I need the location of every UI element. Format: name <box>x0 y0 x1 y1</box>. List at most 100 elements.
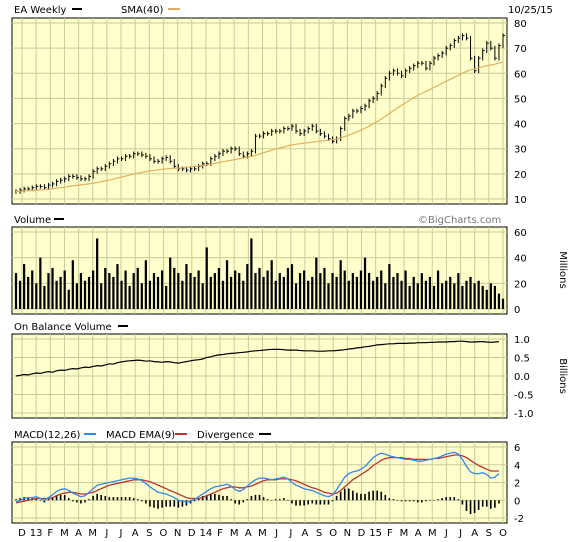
volume-unit-label: Millions <box>557 251 568 288</box>
volume-bar <box>315 257 318 309</box>
y-tick-label: 40 <box>514 254 527 265</box>
macd-line <box>15 451 500 503</box>
volume-bar <box>112 276 115 309</box>
volume-bar <box>254 273 257 309</box>
volume-bar <box>453 283 456 309</box>
volume-bar <box>278 273 281 309</box>
divergence-bar <box>421 500 423 503</box>
volume-bar <box>221 280 225 309</box>
divergence-bar <box>27 497 29 501</box>
divergence-bar <box>485 500 488 507</box>
divergence-bar <box>51 497 54 501</box>
volume-bar <box>18 280 22 309</box>
volume-bar <box>355 276 359 309</box>
y-tick-label: 6 <box>514 443 520 454</box>
y-tick-label: 10 <box>514 195 527 206</box>
x-tick-label: A <box>132 528 139 539</box>
ticker-legend-swatch <box>72 8 82 10</box>
volume-bar <box>165 285 168 309</box>
volume-bar <box>286 267 290 309</box>
volume-bar <box>39 257 42 309</box>
x-tick-label: A <box>471 528 478 539</box>
volume-bar <box>270 260 273 309</box>
volume-bar <box>152 273 156 309</box>
volume-bar <box>461 285 464 309</box>
price-legend: EA Weekly SMA(40) 10/25/15 <box>14 5 553 16</box>
divergence-bar <box>47 499 50 501</box>
volume-bar <box>432 285 436 309</box>
volume-bar <box>205 247 208 309</box>
macd-y-ticks: -2 0 2 4 6 <box>514 443 524 525</box>
x-tick-label: J <box>288 528 292 539</box>
divergence-bar <box>469 500 472 515</box>
volume-bar <box>274 280 277 309</box>
divergence-bar <box>404 500 407 502</box>
divergence-bar <box>461 500 464 505</box>
volume-bar <box>388 264 391 309</box>
macd-label: MACD(12,26) <box>14 430 81 441</box>
divergence-bar <box>416 500 419 503</box>
divergence-bar <box>197 498 200 501</box>
volume-bar <box>238 273 241 309</box>
y-tick-label: 30 <box>514 145 527 156</box>
divergence-bar <box>368 491 370 501</box>
volume-bar <box>229 276 233 309</box>
x-tick-label: S <box>146 528 152 539</box>
volume-bars <box>14 238 505 309</box>
volume-bar <box>100 283 103 309</box>
x-tick-label: A <box>245 528 252 539</box>
divergence-bar <box>323 500 326 505</box>
divergence-bar <box>481 500 484 507</box>
volume-bar <box>75 283 78 309</box>
volume-bar <box>436 270 440 309</box>
divergence-bar <box>96 493 98 501</box>
y-tick-label: 80 <box>514 19 527 30</box>
divergence-bar <box>453 497 456 501</box>
divergence-bar <box>35 498 38 501</box>
divergence-bar <box>100 494 103 501</box>
volume-bar <box>311 276 314 309</box>
x-tick-label: A <box>302 528 309 539</box>
divergence-bar <box>55 494 58 501</box>
volume-bar <box>59 276 62 309</box>
divergence-bar <box>376 490 378 501</box>
y-tick-label: 20 <box>514 279 527 290</box>
volume-bar <box>262 276 265 309</box>
volume-bar <box>416 283 419 309</box>
volume-bar <box>489 283 492 309</box>
volume-bar <box>189 273 192 309</box>
volume-bar <box>31 270 34 309</box>
obv-y-ticks: -1.0 -0.5 0.0 0.5 1.0 <box>514 335 534 420</box>
macd-ema-line <box>15 454 499 504</box>
volume-bar <box>124 270 127 309</box>
volume-bar <box>169 257 172 309</box>
volume-bar <box>23 264 26 309</box>
divergence-bar <box>384 494 387 501</box>
y-tick-label: 60 <box>514 228 527 239</box>
volume-bar <box>250 238 253 309</box>
volume-bar <box>323 267 326 309</box>
volume-bar <box>156 276 160 309</box>
divergence-label: Divergence <box>197 430 254 441</box>
divergence-bar <box>412 500 415 502</box>
divergence-bar <box>39 500 42 501</box>
divergence-bar <box>445 497 447 501</box>
divergence-bar <box>141 500 143 502</box>
volume-bar <box>392 276 395 309</box>
x-tick-label: M <box>230 528 239 539</box>
divergence-legend-swatch <box>259 433 271 435</box>
divergence-bar <box>43 500 46 503</box>
volume-bar <box>339 260 342 309</box>
divergence-bar <box>449 497 452 501</box>
volume-bar <box>363 257 367 309</box>
divergence-bar <box>437 499 439 501</box>
volume-bar <box>87 276 91 309</box>
divergence-bar <box>400 500 403 502</box>
volume-bar <box>160 270 164 309</box>
divergence-bar <box>177 500 180 508</box>
divergence-bar <box>59 494 62 501</box>
x-tick-label: M <box>60 528 69 539</box>
x-tick-label: M <box>88 528 97 539</box>
divergence-bar <box>380 491 383 501</box>
